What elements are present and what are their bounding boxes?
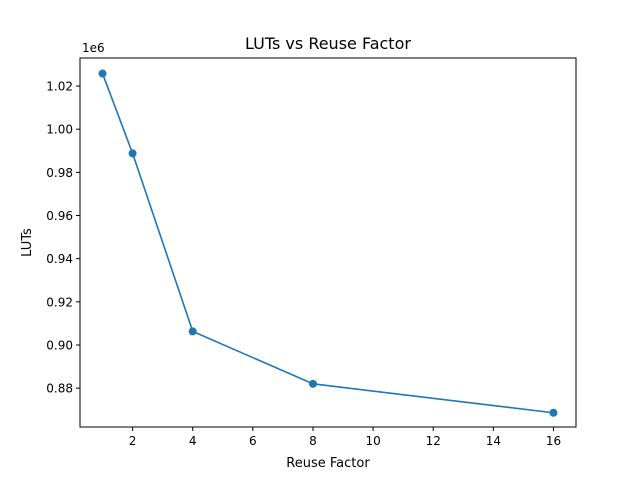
y-tick-label: 0.90 <box>46 339 73 353</box>
y-axis-label: LUTs <box>20 228 35 257</box>
data-point <box>188 327 197 336</box>
y-tick-label: 0.88 <box>46 382 73 396</box>
x-tick-label: 10 <box>365 434 380 448</box>
x-axis-label: Reuse Factor <box>286 456 370 471</box>
data-point <box>308 379 317 388</box>
data-point <box>549 408 558 417</box>
y-tick-label: 0.92 <box>46 295 73 309</box>
y-tick-label: 0.96 <box>46 209 73 223</box>
y-tick-label: 1.00 <box>46 123 73 137</box>
x-tick-label: 2 <box>129 434 137 448</box>
x-tick-label: 14 <box>486 434 501 448</box>
plot-area: 2 4 6 8 10 12 14 16 0.88 0.90 0.92 0.94 0.96 0.98 1.0… <box>46 57 577 448</box>
y-tick-label: 0.94 <box>46 252 73 266</box>
x-tick-label: 12 <box>426 434 441 448</box>
data-point <box>98 69 107 78</box>
data-point <box>128 149 137 158</box>
y-axis-ticks: 0.88 0.90 0.92 0.94 0.96 0.98 1.00 1.02 <box>46 80 80 396</box>
x-tick-label: 6 <box>249 434 257 448</box>
plot-frame <box>79 57 577 428</box>
x-tick-label: 16 <box>546 434 561 448</box>
chart-title: LUTs vs Reuse Factor <box>245 34 411 53</box>
x-axis-ticks: 2 4 6 8 10 12 14 16 <box>129 427 561 448</box>
series-layer <box>98 69 558 417</box>
x-tick-label: 4 <box>189 434 197 448</box>
x-tick-label: 8 <box>309 434 317 448</box>
y-tick-label: 1.02 <box>46 80 73 94</box>
y-axis-offset-label: 1e6 <box>82 41 105 55</box>
y-tick-label: 0.98 <box>46 166 73 180</box>
